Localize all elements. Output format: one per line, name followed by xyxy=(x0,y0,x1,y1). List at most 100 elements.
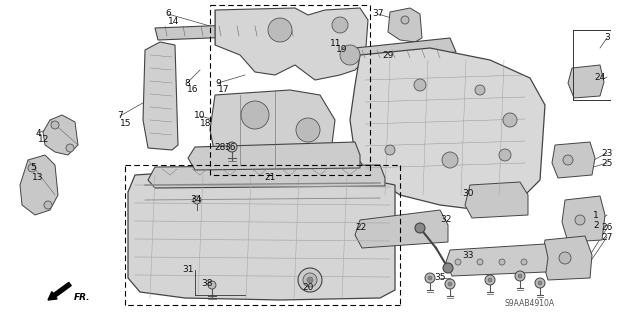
Text: 3: 3 xyxy=(604,33,610,42)
Circle shape xyxy=(268,18,292,42)
FancyArrow shape xyxy=(48,282,71,300)
Circle shape xyxy=(307,277,313,283)
Polygon shape xyxy=(388,8,422,42)
Text: 30: 30 xyxy=(462,189,474,197)
Text: 37: 37 xyxy=(372,10,384,19)
Circle shape xyxy=(477,259,483,265)
Text: 21: 21 xyxy=(264,174,276,182)
Polygon shape xyxy=(542,236,592,280)
Polygon shape xyxy=(128,170,395,300)
Text: 23: 23 xyxy=(602,149,612,158)
Circle shape xyxy=(241,101,269,129)
Circle shape xyxy=(538,281,542,285)
Polygon shape xyxy=(355,210,448,248)
Circle shape xyxy=(193,196,201,204)
Polygon shape xyxy=(465,182,528,218)
Circle shape xyxy=(455,259,461,265)
Circle shape xyxy=(415,223,425,233)
Circle shape xyxy=(303,273,317,287)
Circle shape xyxy=(385,145,395,155)
Text: 22: 22 xyxy=(355,224,367,233)
Text: 7: 7 xyxy=(117,112,123,121)
Polygon shape xyxy=(568,65,604,98)
Text: 28: 28 xyxy=(214,144,226,152)
Text: 24: 24 xyxy=(595,72,605,81)
Text: 10: 10 xyxy=(195,112,205,121)
Text: 29: 29 xyxy=(382,51,394,61)
Circle shape xyxy=(208,281,216,289)
Text: S9AAB4910A: S9AAB4910A xyxy=(505,300,555,308)
Text: 8: 8 xyxy=(184,78,190,87)
Circle shape xyxy=(227,142,237,152)
Text: 38: 38 xyxy=(201,278,212,287)
Text: 4: 4 xyxy=(35,129,41,137)
Text: 19: 19 xyxy=(336,46,348,55)
Text: 9: 9 xyxy=(215,78,221,87)
Text: 12: 12 xyxy=(38,136,50,145)
Text: 31: 31 xyxy=(182,264,194,273)
Text: 16: 16 xyxy=(188,85,199,94)
Circle shape xyxy=(559,252,571,264)
Circle shape xyxy=(428,276,432,280)
Polygon shape xyxy=(355,38,456,62)
Polygon shape xyxy=(350,48,545,210)
Text: 25: 25 xyxy=(602,159,612,167)
Text: 36: 36 xyxy=(224,144,236,152)
Circle shape xyxy=(28,164,36,172)
Polygon shape xyxy=(143,42,178,150)
Circle shape xyxy=(563,155,573,165)
Text: 26: 26 xyxy=(602,224,612,233)
Text: FR.: FR. xyxy=(74,293,90,302)
Polygon shape xyxy=(210,90,335,170)
Text: 33: 33 xyxy=(462,251,474,261)
Circle shape xyxy=(499,149,511,161)
Text: 5: 5 xyxy=(30,164,36,173)
Circle shape xyxy=(443,263,453,273)
Circle shape xyxy=(475,85,485,95)
Circle shape xyxy=(425,273,435,283)
Circle shape xyxy=(445,279,455,289)
Circle shape xyxy=(442,152,458,168)
Circle shape xyxy=(298,268,322,292)
Circle shape xyxy=(340,45,360,65)
Circle shape xyxy=(499,259,505,265)
Text: 20: 20 xyxy=(302,284,314,293)
Polygon shape xyxy=(155,22,312,40)
Circle shape xyxy=(488,278,492,282)
Circle shape xyxy=(414,79,426,91)
Polygon shape xyxy=(446,244,548,276)
Circle shape xyxy=(44,201,52,209)
Text: 13: 13 xyxy=(32,174,44,182)
Circle shape xyxy=(296,118,320,142)
Text: 14: 14 xyxy=(168,18,180,26)
Text: 2: 2 xyxy=(593,220,599,229)
Text: 6: 6 xyxy=(165,10,171,19)
Polygon shape xyxy=(215,8,368,80)
Text: 18: 18 xyxy=(200,120,212,129)
Circle shape xyxy=(535,278,545,288)
Text: 34: 34 xyxy=(190,196,202,204)
Text: 15: 15 xyxy=(120,120,132,129)
Circle shape xyxy=(503,113,517,127)
Circle shape xyxy=(518,274,522,278)
Text: 35: 35 xyxy=(435,273,445,283)
Text: 17: 17 xyxy=(218,85,230,94)
Circle shape xyxy=(515,271,525,281)
Circle shape xyxy=(51,121,59,129)
Circle shape xyxy=(332,17,348,33)
Circle shape xyxy=(575,215,585,225)
Polygon shape xyxy=(562,196,605,242)
Circle shape xyxy=(401,16,409,24)
Polygon shape xyxy=(552,142,595,178)
Circle shape xyxy=(66,144,74,152)
Polygon shape xyxy=(148,165,385,188)
Circle shape xyxy=(448,282,452,286)
Circle shape xyxy=(485,275,495,285)
Circle shape xyxy=(521,259,527,265)
Polygon shape xyxy=(20,155,58,215)
Polygon shape xyxy=(43,115,78,155)
Text: 11: 11 xyxy=(330,39,342,48)
Text: 32: 32 xyxy=(440,216,452,225)
Text: 1: 1 xyxy=(593,211,599,219)
Polygon shape xyxy=(188,142,360,170)
